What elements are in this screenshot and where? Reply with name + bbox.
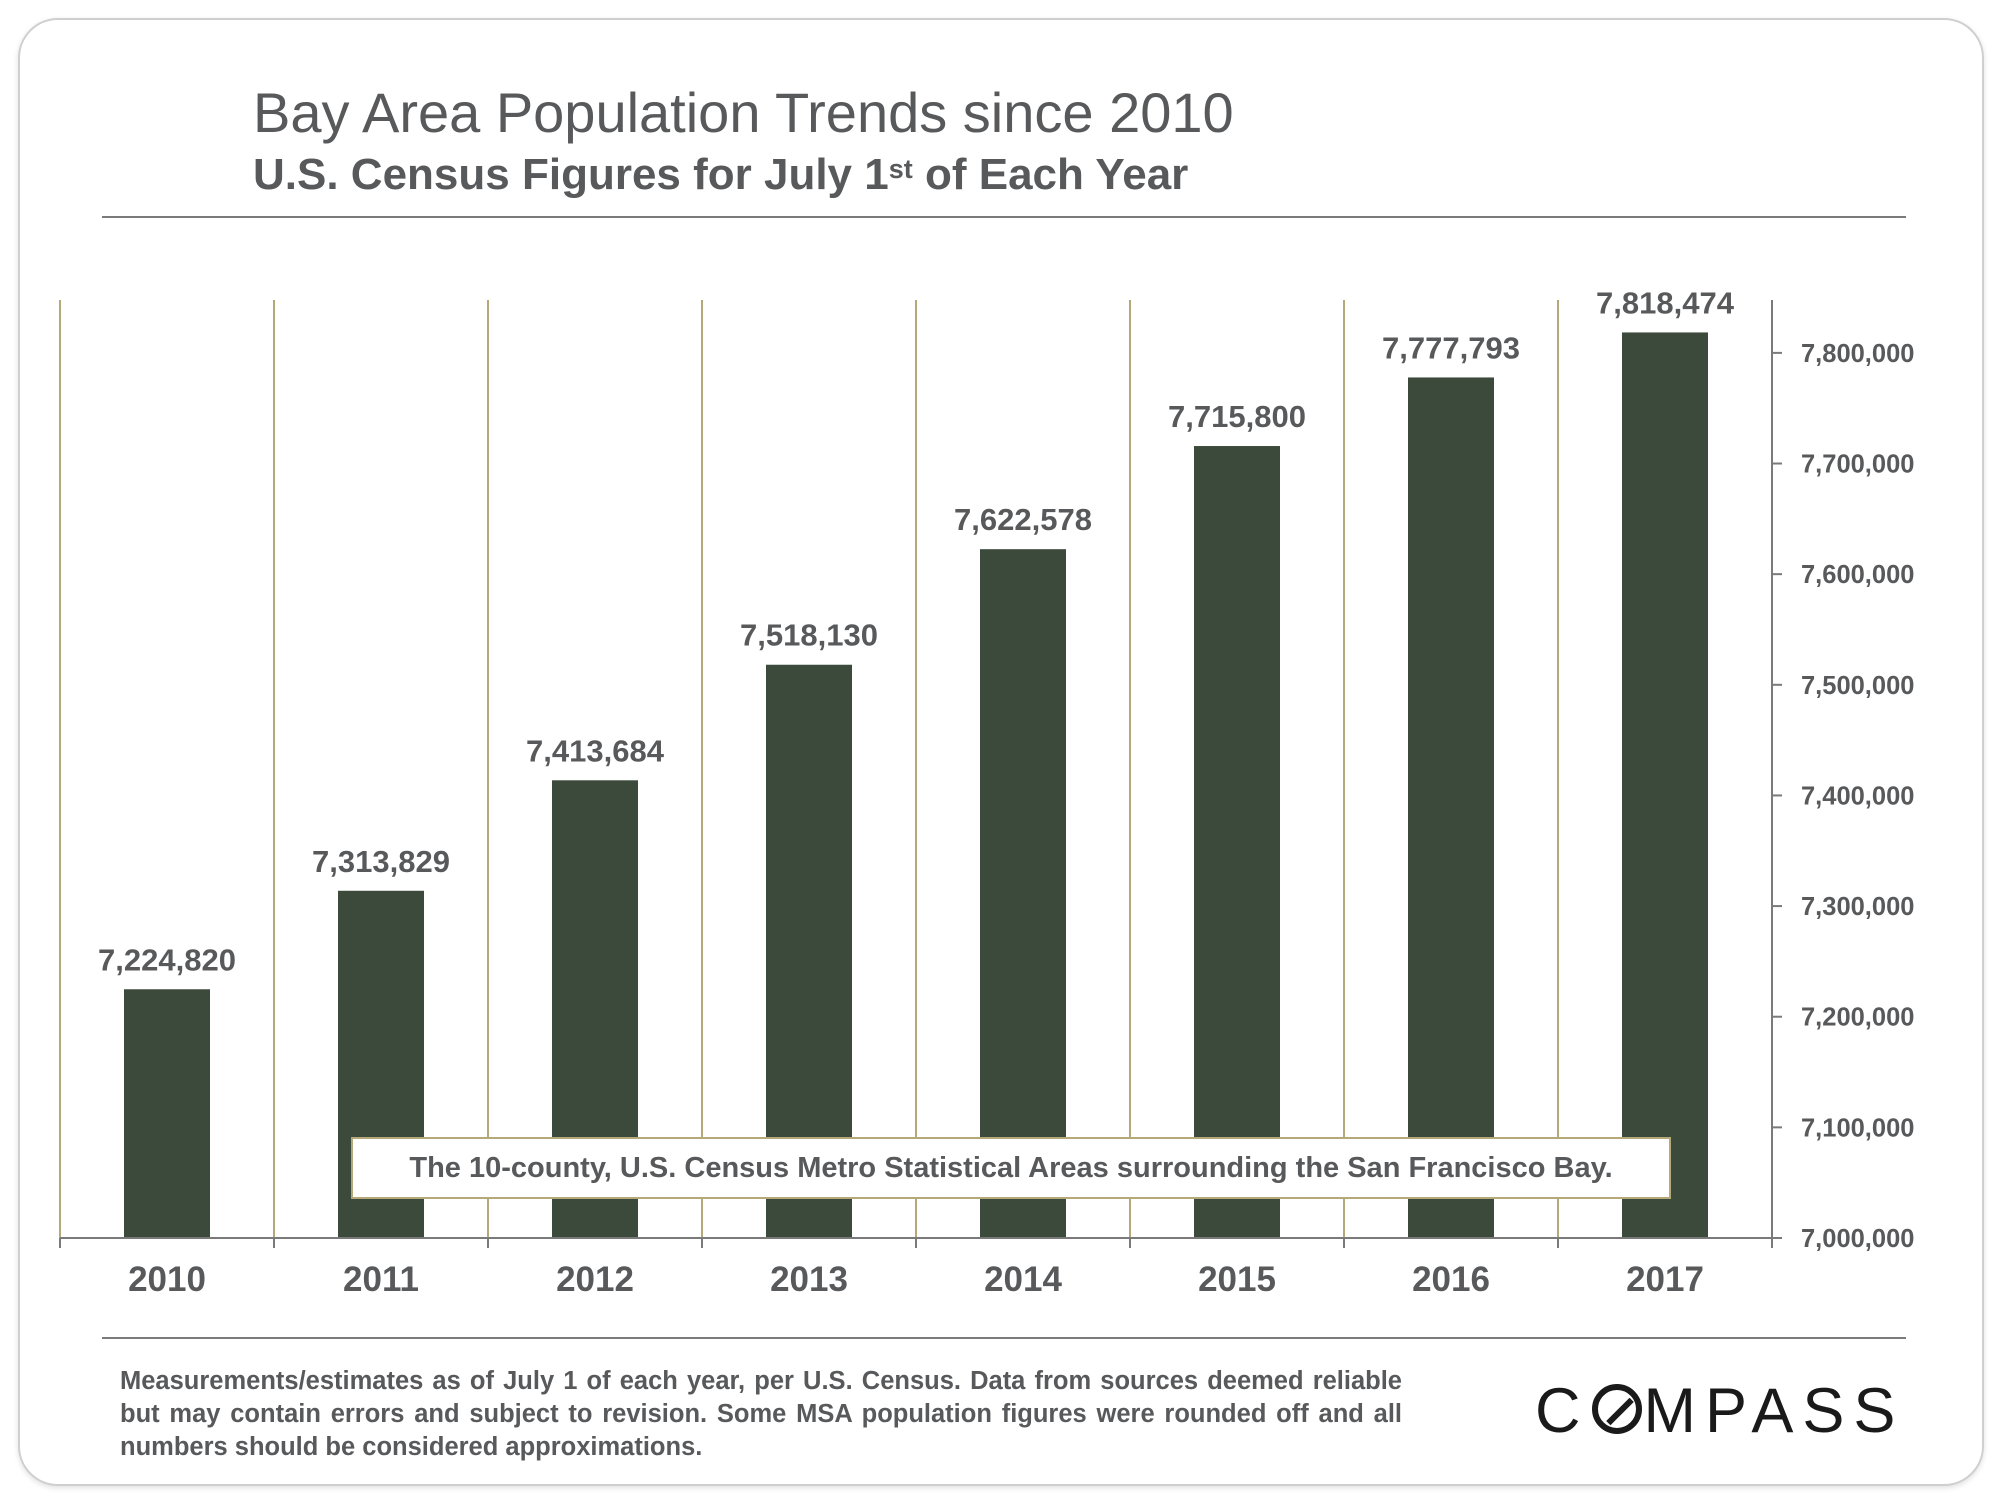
bar-2015 (1194, 446, 1280, 1238)
bar-2017 (1622, 332, 1708, 1238)
x-tick-label-2010: 2010 (128, 1260, 206, 1299)
header-divider (102, 216, 1906, 218)
y-tick-label: 7,400,000 (1801, 782, 1914, 810)
chart-title: Bay Area Population Trends since 2010 (253, 81, 1234, 144)
bar-2016 (1408, 377, 1494, 1238)
chart-subtitle: U.S. Census Figures for July 1st of Each… (253, 150, 1188, 200)
y-tick-label: 7,200,000 (1801, 1004, 1914, 1032)
grid-layer (59, 300, 1773, 1238)
data-label-2013: 7,518,130 (740, 618, 878, 653)
x-tick-label-2017: 2017 (1626, 1260, 1704, 1299)
data-label-2012: 7,413,684 (526, 733, 665, 768)
data-label-2010: 7,224,820 (98, 942, 236, 977)
axis-layer: 7,000,000 7,100,000 7,200,000 7,300,000 7,40… (59, 300, 1914, 1299)
x-tick-label-2013: 2013 (770, 1260, 848, 1299)
data-label-2014: 7,622,578 (954, 502, 1092, 537)
compass-logo: C MPASS (1535, 1375, 1904, 1447)
compass-o-icon (1591, 1384, 1642, 1434)
x-tick-label-2014: 2014 (984, 1260, 1062, 1299)
data-label-2017: 7,818,474 (1596, 285, 1735, 320)
x-tick-label-2012: 2012 (556, 1260, 634, 1299)
subtitle-suffix: of Each Year (912, 150, 1189, 199)
y-tick-label: 7,500,000 (1801, 672, 1914, 700)
bar-2014 (980, 549, 1066, 1238)
y-tick-label: 7,100,000 (1801, 1114, 1914, 1142)
chart-annotation: The 10-county, U.S. Census Metro Statist… (351, 1137, 1671, 1199)
y-tick-label: 7,600,000 (1801, 561, 1914, 589)
y-tick-label: 7,800,000 (1801, 340, 1914, 368)
footer-divider (102, 1337, 1906, 1339)
x-tick-label-2011: 2011 (343, 1260, 419, 1299)
logo-letter-c: C (1535, 1376, 1590, 1446)
subtitle-prefix: U.S. Census Figures for July 1 (253, 150, 889, 199)
x-tick-label-2016: 2016 (1412, 1260, 1490, 1299)
y-tick-label: 7,700,000 (1801, 451, 1914, 479)
logo-letters-rest: MPASS (1643, 1376, 1905, 1446)
footnote: Measurements/estimates as of July 1 of e… (120, 1367, 1402, 1461)
data-label-2016: 7,777,793 (1382, 330, 1520, 365)
bar-2010 (124, 989, 210, 1238)
y-tick-label: 7,300,000 (1801, 893, 1914, 921)
labels-layer: 7,224,820 7,313,829 7,413,684 7,518,130 7,62… (98, 285, 1735, 977)
subtitle-superscript: st (888, 154, 913, 184)
y-tick-label: 7,000,000 (1801, 1225, 1914, 1253)
data-label-2015: 7,715,800 (1168, 399, 1306, 434)
data-label-2011: 7,313,829 (312, 844, 450, 879)
x-tick-label-2015: 2015 (1198, 1260, 1276, 1299)
